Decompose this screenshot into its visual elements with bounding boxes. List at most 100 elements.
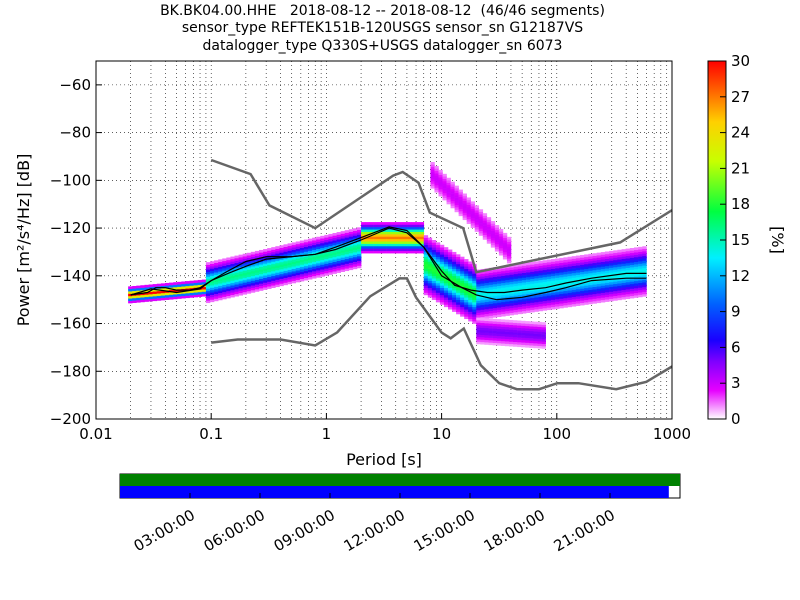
heatmap-cell <box>462 217 467 221</box>
heatmap-cell <box>509 305 514 309</box>
heatmap-cell <box>164 285 170 289</box>
heatmap-cell <box>460 299 465 303</box>
chart-title-line-2: sensor_type REFTEK151B-120USGS sensor_sn… <box>181 20 584 36</box>
heatmap-cell <box>538 306 543 309</box>
heatmap-cell <box>617 261 622 265</box>
heatmap-cell <box>571 275 577 278</box>
heatmap-cell <box>484 311 490 315</box>
heatmap-cell <box>537 333 542 337</box>
heatmap-cell <box>464 306 469 310</box>
heatmap-cell <box>442 185 447 189</box>
heatmap-cell <box>283 261 288 264</box>
heatmap-cell <box>501 268 506 272</box>
heatmap-cell <box>550 302 556 305</box>
heatmap-cell <box>402 250 408 254</box>
heatmap-cell <box>423 287 429 291</box>
heatmap-cell <box>638 287 643 291</box>
heatmap-cell <box>542 307 548 311</box>
heatmap-cell <box>542 274 548 278</box>
heatmap-cell <box>377 250 383 254</box>
heatmap-cell <box>160 285 166 289</box>
heatmap-cell <box>472 290 477 293</box>
heatmap-cell <box>160 290 166 294</box>
heatmap-cell <box>550 282 556 286</box>
heatmap-cell <box>332 271 337 274</box>
heatmap-cell <box>529 345 534 348</box>
heatmap-cell <box>427 247 433 250</box>
heatmap-cell <box>303 251 309 255</box>
heatmap-cell <box>563 262 568 265</box>
heatmap-cell <box>312 273 317 277</box>
heatmap-cell <box>517 294 523 298</box>
heatmap-cell <box>460 294 465 298</box>
heatmap-cell <box>452 251 457 255</box>
heatmap-cell <box>267 281 272 285</box>
heatmap-cell <box>600 256 606 260</box>
heatmap-cell <box>189 295 194 298</box>
heatmap-cell <box>430 162 435 165</box>
heatmap-cell <box>320 274 325 277</box>
heatmap-cell <box>415 236 420 240</box>
heatmap-cell <box>517 287 523 291</box>
heatmap-cell <box>596 298 602 301</box>
heatmap-cell <box>214 279 219 283</box>
heatmap-cell <box>588 287 593 290</box>
heatmap-cell <box>588 268 593 271</box>
heatmap-cell <box>447 290 453 293</box>
heatmap-cell <box>365 224 370 228</box>
y-axis-label: Power [m²/s⁴/Hz] [dB] <box>14 154 33 327</box>
heatmap-cell <box>431 249 437 253</box>
heatmap-cell <box>295 243 301 247</box>
heatmap-cell <box>497 295 502 298</box>
heatmap-cell <box>230 278 235 281</box>
heatmap-cell <box>291 280 297 284</box>
heatmap-cell <box>336 260 341 264</box>
heatmap-cell <box>633 266 639 270</box>
heatmap-cell <box>541 343 546 347</box>
heatmap-cell <box>629 255 635 258</box>
heatmap-cell <box>316 260 321 264</box>
heatmap-cell <box>617 280 622 284</box>
heatmap-cell <box>513 264 519 267</box>
heatmap-cell <box>592 281 597 285</box>
heatmap-cell <box>356 232 362 235</box>
heatmap-cell <box>472 297 477 300</box>
heatmap-cell <box>254 279 260 283</box>
heatmap-cell <box>571 284 577 288</box>
heatmap-cell <box>446 184 451 188</box>
heatmap-cell <box>324 239 329 243</box>
heatmap-cell <box>279 266 284 270</box>
time-tick-label: 15:00:00 <box>411 506 478 555</box>
heatmap-cell <box>604 287 610 290</box>
heatmap-cell <box>390 238 395 242</box>
heatmap-cell <box>596 262 602 265</box>
heatmap-cell <box>238 285 243 289</box>
heatmap-cell <box>555 303 560 307</box>
heatmap-cell <box>439 273 445 277</box>
heatmap-cell <box>642 270 647 273</box>
heatmap-cell <box>439 261 445 265</box>
heatmap-cell <box>218 295 223 298</box>
heatmap-cell <box>344 256 350 260</box>
heatmap-cell <box>617 290 622 294</box>
heatmap-cell <box>246 269 252 273</box>
heatmap-cell <box>555 282 560 286</box>
heatmap-cell <box>537 341 542 344</box>
heatmap-cell <box>488 277 494 281</box>
heatmap-cell <box>480 271 485 275</box>
heatmap-cell <box>308 272 313 275</box>
heatmap-cell <box>271 249 276 253</box>
heatmap-cell <box>132 288 137 292</box>
heatmap-cell <box>517 330 522 333</box>
heatmap-cell <box>480 297 485 301</box>
heatmap-cell <box>470 208 476 212</box>
heatmap-cell <box>128 288 133 292</box>
heatmap-cell <box>476 320 481 323</box>
reference-lines <box>130 158 672 391</box>
heatmap-cell <box>398 248 404 252</box>
heatmap-cell <box>555 260 560 264</box>
heatmap-cell <box>452 254 457 258</box>
heatmap-cell <box>460 273 465 277</box>
heatmap-cell <box>538 301 543 305</box>
heatmap-cell <box>480 337 485 340</box>
